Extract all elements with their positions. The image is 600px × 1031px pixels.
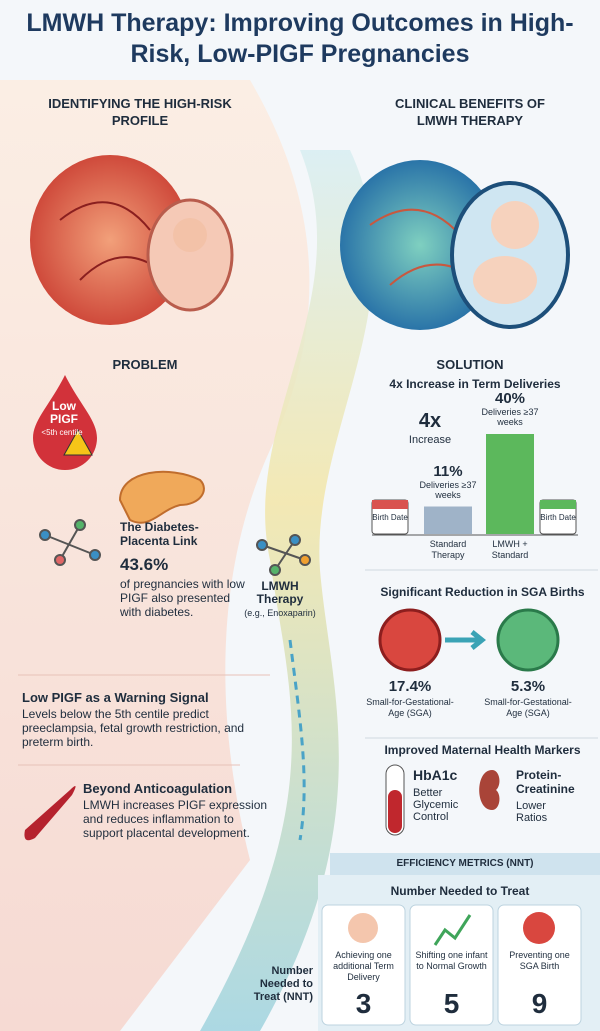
title: LMWH Therapy: Improving Outcomes in High… bbox=[26, 9, 574, 68]
marker-title: Protein-Creatinine bbox=[516, 768, 575, 796]
bar-value-label: 11% bbox=[433, 462, 463, 480]
sga-icon bbox=[523, 912, 555, 944]
nnt-title: Number Needed to Treat bbox=[390, 884, 530, 898]
molecule-icon bbox=[256, 534, 311, 576]
maternal-title: Improved Maternal Health Markers bbox=[384, 743, 581, 757]
nnt-card-value: 5 bbox=[443, 988, 460, 1019]
left-panel bbox=[0, 80, 310, 1031]
molecule-icon bbox=[39, 519, 101, 566]
calendar-top bbox=[540, 500, 576, 509]
calendar-label: Birth Date bbox=[540, 513, 576, 522]
calendar-label: Birth Date bbox=[372, 513, 408, 522]
nnt-card bbox=[409, 904, 494, 1026]
marker-title: HbA1c bbox=[413, 767, 458, 783]
flow-arrow bbox=[288, 639, 306, 841]
big-stat: 4x bbox=[418, 410, 442, 432]
big-sub: Increase bbox=[408, 434, 452, 446]
fetus-sac bbox=[146, 198, 234, 312]
sga-label: Small-for-Gestational-Age (SGA) bbox=[366, 697, 454, 718]
nnt-card-text: Shifting one infant to Normal Growth bbox=[415, 950, 488, 971]
bar bbox=[486, 434, 534, 534]
bar-category: Standard Therapy bbox=[429, 539, 467, 560]
problem-label: PROBLEM bbox=[112, 357, 178, 372]
sga-before-icon bbox=[378, 608, 442, 672]
calendar-top bbox=[372, 500, 408, 509]
bar bbox=[424, 506, 472, 534]
nnt-banner-text: EFFICIENCY METRICS (NNT) bbox=[396, 858, 534, 869]
fetus-icon bbox=[348, 913, 378, 943]
beyond-text: LMWH increases PIGF expression and reduc… bbox=[83, 798, 268, 840]
bar-category: LMWH + Standard bbox=[491, 539, 529, 560]
vessel-icon bbox=[24, 786, 76, 841]
warning-title: Low PIGF as a Warning Signal bbox=[22, 690, 209, 705]
diabetes-text: of pregnancies with low PIGF also presen… bbox=[120, 577, 245, 619]
fetus-head bbox=[173, 218, 207, 252]
section-heading: IDENTIFYING THE HIGH-RISK PROFILE bbox=[48, 96, 232, 128]
beyond-title: Beyond Anticoagulation bbox=[83, 781, 233, 796]
sga-title: Significant Reduction in SGA Births bbox=[380, 585, 585, 599]
drop-label: Low PIGF bbox=[49, 399, 78, 426]
sga-stat: 17.4% bbox=[388, 678, 432, 695]
diabetes-stat: 43.6% bbox=[120, 555, 169, 574]
warning-text: Levels below the 5th centile predict pre… bbox=[22, 707, 245, 749]
marker-text: Better Glycemic Control bbox=[413, 787, 459, 823]
sga-label: Small-for-Gestational-Age (SGA) bbox=[484, 697, 572, 718]
tube-fill bbox=[388, 790, 402, 833]
nnt-card-text: Achieving one additional Term Delivery bbox=[333, 950, 394, 982]
fetus-body bbox=[473, 256, 537, 304]
nnt-card-value: 9 bbox=[531, 988, 548, 1019]
nnt-card bbox=[321, 904, 406, 1026]
fetus-head bbox=[491, 201, 539, 249]
bar-value-sub: Deliveries ≥37 weeks bbox=[419, 479, 477, 500]
section-heading: CLINICAL BENEFITS OF LMWH THERAPY bbox=[395, 96, 545, 128]
nnt-card bbox=[497, 904, 582, 1026]
marker-text: Lower Ratios bbox=[516, 800, 548, 824]
growth-icon bbox=[433, 914, 472, 946]
bar-value-label: 40% bbox=[494, 390, 526, 407]
center-sub: (e.g., Enoxaparin) bbox=[244, 608, 316, 618]
center-title: LMWH Therapy bbox=[256, 579, 304, 606]
nnt-card-text: Preventing one SGA Birth bbox=[509, 950, 570, 971]
arrow-icon bbox=[445, 630, 487, 650]
flow-swoosh bbox=[200, 150, 374, 1031]
drop-sub: <5th centile bbox=[41, 428, 83, 437]
bar-value-sub: Deliveries ≥37 weeks bbox=[481, 407, 539, 427]
warning-icon bbox=[63, 428, 93, 456]
nnt-card-value: 3 bbox=[355, 988, 372, 1019]
diabetes-title: The Diabetes-Placenta Link bbox=[120, 520, 199, 548]
pancreas-icon bbox=[118, 470, 205, 524]
sga-stat: 5.3% bbox=[510, 678, 546, 695]
kidney-icon bbox=[479, 770, 500, 810]
solution-label: SOLUTION bbox=[436, 357, 504, 372]
nnt-side-label: Number Needed to Treat (NNT) bbox=[253, 965, 313, 1003]
placenta-unhealthy bbox=[30, 155, 190, 325]
sga-after-icon bbox=[496, 608, 560, 672]
nnt-banner bbox=[330, 853, 600, 875]
term-title: 4x Increase in Term Deliveries bbox=[389, 377, 561, 391]
